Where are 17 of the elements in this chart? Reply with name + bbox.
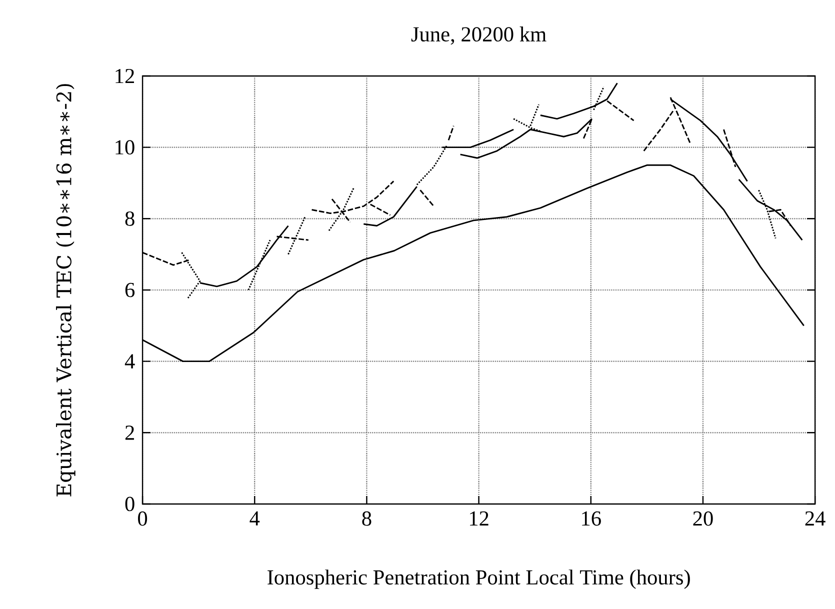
x-tick-label: 12 [470, 511, 488, 526]
y-tick-label: 6 [125, 282, 135, 298]
x-tick-label: 16 [582, 511, 601, 526]
y-tick-label: 4 [124, 354, 135, 368]
x-tick-label: 20 [693, 511, 713, 526]
y-tick-label: 8 [125, 211, 134, 226]
x-tick-label: 4 [250, 511, 260, 526]
y-tick-label: 10 [116, 140, 134, 155]
x-axis-title: Ionospheric Penetration Point Local Time (hours) [268, 570, 690, 589]
y-tick-label: 12 [116, 68, 134, 84]
y-axis-title: Equivalent Vertical TEC (10∗∗16 m∗∗-2) [56, 84, 76, 496]
y-tick-label: 2 [125, 426, 134, 440]
x-tick-label: 8 [362, 511, 372, 526]
chart-title: June, 20200 km [411, 26, 546, 45]
x-tick-label: 0 [138, 511, 148, 526]
x-tick-label: 24 [805, 511, 826, 526]
y-tick-label: 0 [125, 496, 134, 512]
